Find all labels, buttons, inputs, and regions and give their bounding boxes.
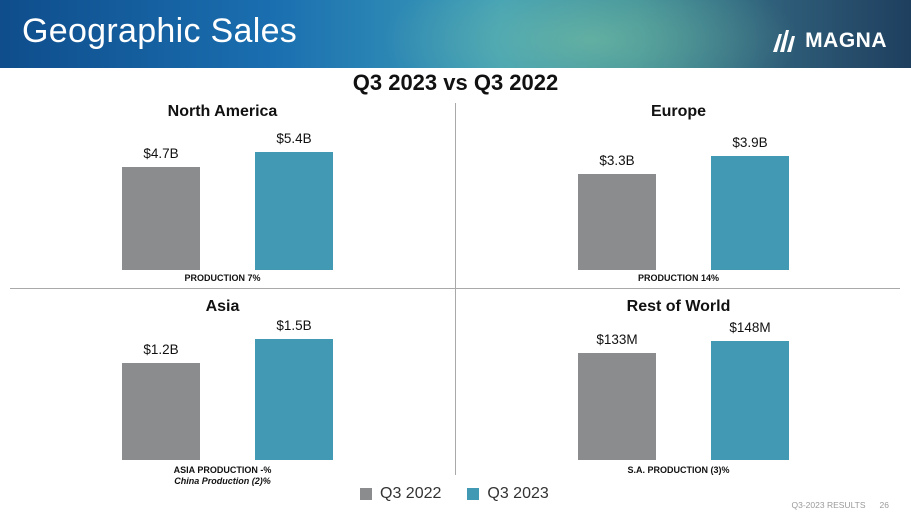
page-title: Geographic Sales [22,12,298,50]
data-label: $1.5B [276,318,312,333]
chart-title: Rest of World [626,298,731,315]
legend-label-q2022: Q3 2022 [380,485,442,502]
magna-logo: MAGNA [771,28,887,54]
bar-q2023 [711,156,789,270]
bar-q2022 [122,167,200,270]
footer: Q3-2023 RESULTS 26 [792,500,889,510]
production-footnote: PRODUCTION 7% [0,273,445,284]
bar-q2022 [578,173,656,270]
chart-title: Europe [650,103,707,120]
data-label: $5.4B [276,131,312,146]
data-label: $133M [596,332,638,348]
chart-subtitle: Q3 2023 vs Q3 2022 [352,70,559,95]
bar-q2022 [122,363,200,460]
footnote-primary: PRODUCTION 7% [184,273,261,283]
legend-item-q2022: Q3 2022 [360,485,441,503]
bar-q2023 [255,339,333,460]
production-footnote: S.A. PRODUCTION (3)% [456,465,901,476]
footer-label: Q3-2023 RESULTS [791,500,866,510]
legend: Q3 2022 Q3 2023 [360,485,549,503]
production-footnote: ASIA PRODUCTION -% China Production (2)% [0,465,445,487]
horizontal-divider [10,288,900,289]
chart-panel-asia: Asia $1.2B $1.5B ASIA PRODUCTION -% China Pr… [0,298,445,495]
footnote-primary: PRODUCTION 14% [637,273,719,283]
legend-item-q2023: Q3 2023 [467,485,549,503]
chart-title: North America [167,103,278,120]
footnote-primary: S.A. PRODUCTION (3)% [627,465,730,475]
chart-panel-rest-of-world: Rest of World $133M $148M S.A. PRODUCTION (… [456,298,901,495]
bar-q2023 [711,341,789,460]
footnote-secondary: China Production (2)% [174,476,271,486]
production-footnote: PRODUCTION 14% [456,273,901,284]
legend-swatch-q2023 [467,488,480,500]
data-label: $3.3B [599,152,635,168]
legend-swatch-q2022 [360,488,372,500]
chart-panel-north-america: North America $4.7B $5.4B PRODUCTION 7% [0,103,445,303]
chart-panel-europe: Europe $3.3B $3.9B PRODUCTION 14% [456,103,901,303]
vertical-divider [455,103,456,475]
chart-title: Asia [205,298,240,315]
header-banner: Geographic Sales MAGNA [0,0,911,68]
magna-logo-icon [773,30,796,52]
data-label: $3.9B [732,135,768,150]
page-number: 26 [879,500,889,510]
data-label: $1.2B [143,342,179,358]
logo-text: MAGNA [805,29,887,52]
footnote-primary: ASIA PRODUCTION -% [173,465,272,475]
bar-q2022 [578,353,656,460]
data-label: $4.7B [143,146,179,162]
bar-q2023 [255,152,333,270]
data-label: $148M [729,320,771,335]
legend-label-q2023: Q3 2023 [487,485,549,502]
